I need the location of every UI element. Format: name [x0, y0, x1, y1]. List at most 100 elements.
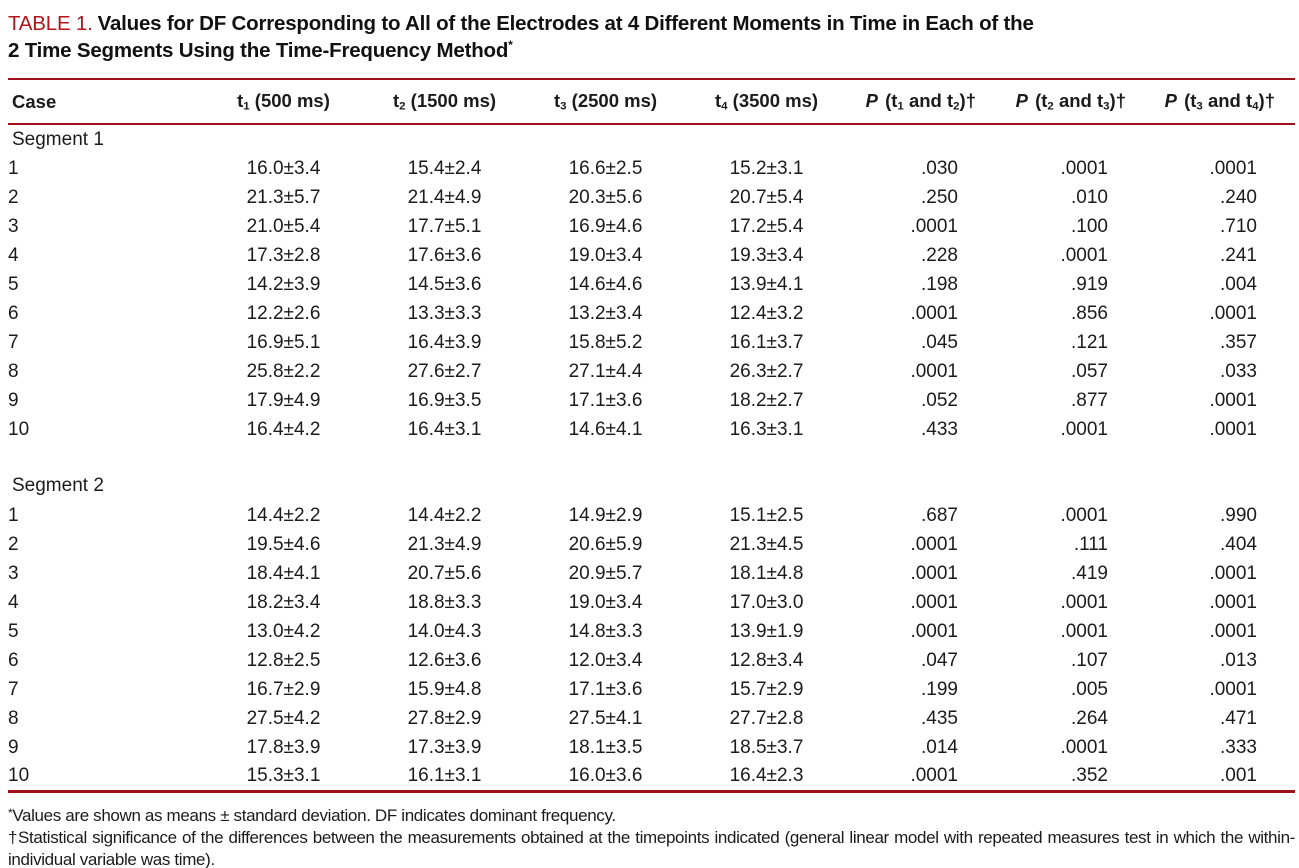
- p-value-cell: .0001: [1209, 157, 1257, 179]
- mean-sd-cell: 13.2±3.4: [568, 302, 643, 324]
- mean-sd-cell: 27.6±2.7: [407, 360, 482, 382]
- case-cell: 1: [8, 504, 19, 526]
- p-value-cell: .0001: [910, 302, 958, 324]
- table-body: Segment 1 1 16.0±3.4 15.4±2.4 16.6±2.5 15.2±3…: [8, 124, 1295, 791]
- mean-sd-cell: 17.2±5.4: [729, 215, 804, 237]
- case-cell: 10: [8, 418, 30, 440]
- case-cell: 6: [8, 649, 19, 671]
- p-value-cell: .404: [1220, 533, 1257, 555]
- p-value-cell: .198: [921, 273, 958, 295]
- p-value-cell: .0001: [910, 533, 958, 555]
- mean-sd-cell: 15.8±5.2: [568, 331, 643, 353]
- footnote-text: Statistical significance of the differen…: [8, 827, 1295, 868]
- case-cell: 7: [8, 678, 19, 700]
- segment-label: Segment 2: [12, 475, 104, 496]
- table-row: 10 15.3±3.1 16.1±3.1 16.0±3.6 16.4±2.3 .0001.…: [8, 762, 1295, 791]
- p-value-cell: .0001: [910, 360, 958, 382]
- mean-sd-cell: 14.8±3.3: [568, 620, 643, 642]
- p-value-cell: .0001: [1209, 302, 1257, 324]
- p-value-cell: .001: [1220, 764, 1257, 786]
- case-cell: 6: [8, 302, 19, 324]
- p-value-cell: .990: [1220, 504, 1257, 526]
- footnote-text: Values are shown as means ± standard dev…: [12, 805, 616, 825]
- p-value-cell: .121: [1071, 331, 1108, 353]
- p-value-cell: .030: [921, 157, 958, 179]
- p-value-cell: .0001: [1060, 244, 1108, 266]
- p-value-cell: .0001: [910, 620, 958, 642]
- column-header-case: Case: [12, 90, 57, 112]
- mean-sd-cell: 19.3±3.4: [729, 244, 804, 266]
- mean-sd-cell: 27.5±4.2: [246, 707, 321, 729]
- p-value-cell: .033: [1220, 360, 1257, 382]
- p-value-cell: .419: [1071, 562, 1108, 584]
- mean-sd-cell: 21.0±5.4: [246, 215, 321, 237]
- mean-sd-cell: 19.0±3.4: [568, 591, 643, 613]
- footnote-symbol: *: [8, 805, 13, 820]
- mean-sd-cell: 14.2±3.9: [246, 273, 321, 295]
- mean-sd-cell: 18.4±4.1: [246, 562, 321, 584]
- mean-sd-cell: 17.7±5.1: [407, 215, 482, 237]
- p-value-cell: .111: [1073, 533, 1108, 555]
- mean-sd-cell: 14.4±2.2: [246, 504, 321, 526]
- table-row: 2 21.3±5.7 21.4±4.9 20.3±5.6 20.7±5.4 .250 .01…: [8, 183, 1295, 212]
- p-value-cell: .0001: [1209, 418, 1257, 440]
- table-row: 1 16.0±3.4 15.4±2.4 16.6±2.5 15.2±3.1 .030 .00…: [8, 154, 1295, 183]
- table-row: 1 14.4±2.2 14.4±2.2 14.9±2.9 15.1±2.5 .687 .00…: [8, 501, 1295, 530]
- mean-sd-cell: 12.8±2.5: [246, 649, 321, 671]
- mean-sd-cell: 18.2±2.7: [729, 389, 804, 411]
- mean-sd-cell: 27.7±2.8: [729, 707, 804, 729]
- p-value-cell: .0001: [1060, 620, 1108, 642]
- table-row: 5 14.2±3.9 14.5±3.6 14.6±4.6 13.9±4.1 .198 .91…: [8, 270, 1295, 299]
- mean-sd-cell: 15.9±4.8: [407, 678, 482, 700]
- footnote-2: †Statistical significance of the differe…: [8, 827, 1295, 868]
- table-row: 5 13.0±4.2 14.0±4.3 14.8±3.3 13.9±1.9 .0001 .0…: [8, 617, 1295, 646]
- p-value-cell: .877: [1071, 389, 1108, 411]
- table-row: 10 16.4±4.2 16.4±3.1 14.6±4.1 16.3±3.1 .433 .0…: [8, 415, 1295, 444]
- mean-sd-cell: 13.9±1.9: [729, 620, 804, 642]
- column-header-p12: P (t1 and t2)†: [865, 90, 976, 113]
- mean-sd-cell: 16.6±2.5: [568, 157, 643, 179]
- mean-sd-cell: 21.3±4.9: [407, 533, 482, 555]
- mean-sd-cell: 12.2±2.6: [246, 302, 321, 324]
- mean-sd-cell: 20.3±5.6: [568, 186, 643, 208]
- p-value-cell: .433: [921, 418, 958, 440]
- case-cell: 9: [8, 736, 19, 758]
- mean-sd-cell: 16.9±4.6: [568, 215, 643, 237]
- mean-sd-cell: 21.4±4.9: [407, 186, 482, 208]
- mean-sd-cell: 12.8±3.4: [729, 649, 804, 671]
- mean-sd-cell: 14.6±4.1: [568, 418, 643, 440]
- p-value-cell: .241: [1220, 244, 1257, 266]
- p-value-cell: .047: [921, 649, 958, 671]
- p-value-cell: .710: [1220, 215, 1257, 237]
- mean-sd-cell: 16.4±3.9: [407, 331, 482, 353]
- mean-sd-cell: 27.1±4.4: [568, 360, 643, 382]
- p-value-cell: .0001: [1060, 591, 1108, 613]
- mean-sd-cell: 15.4±2.4: [407, 157, 482, 179]
- mean-sd-cell: 17.9±4.9: [246, 389, 321, 411]
- p-value-cell: .264: [1071, 707, 1108, 729]
- case-cell: 4: [8, 244, 19, 266]
- mean-sd-cell: 16.1±3.1: [407, 764, 482, 786]
- mean-sd-cell: 16.9±5.1: [246, 331, 321, 353]
- p-value-cell: .045: [921, 331, 958, 353]
- table-row: 8 27.5±4.2 27.8±2.9 27.5±4.1 27.7±2.8 .435 .26…: [8, 704, 1295, 733]
- title-footnote-marker: *: [508, 38, 513, 53]
- p-value-cell: .435: [921, 707, 958, 729]
- mean-sd-cell: 19.0±3.4: [568, 244, 643, 266]
- table-row: 8 25.8±2.2 27.6±2.7 27.1±4.4 26.3±2.7 .0001 .0…: [8, 357, 1295, 386]
- mean-sd-cell: 13.0±4.2: [246, 620, 321, 642]
- mean-sd-cell: 14.6±4.6: [568, 273, 643, 295]
- p-value-cell: .250: [921, 186, 958, 208]
- p-value-cell: .0001: [1060, 736, 1108, 758]
- column-header-t4: t4 (3500 ms): [714, 90, 819, 113]
- mean-sd-cell: 17.3±2.8: [246, 244, 321, 266]
- case-cell: 8: [8, 707, 19, 729]
- mean-sd-cell: 17.1±3.6: [568, 389, 643, 411]
- case-cell: 4: [8, 591, 19, 613]
- p-value-cell: .052: [921, 389, 958, 411]
- p-value-cell: .0001: [1060, 504, 1108, 526]
- mean-sd-cell: 20.7±5.6: [407, 562, 482, 584]
- table-row: 7 16.9±5.1 16.4±3.9 15.8±5.2 16.1±3.7 .045 .12…: [8, 328, 1295, 357]
- table-title: TABLE 1. Values for DF Corresponding to A…: [8, 10, 1293, 64]
- mean-sd-cell: 13.9±4.1: [729, 273, 804, 295]
